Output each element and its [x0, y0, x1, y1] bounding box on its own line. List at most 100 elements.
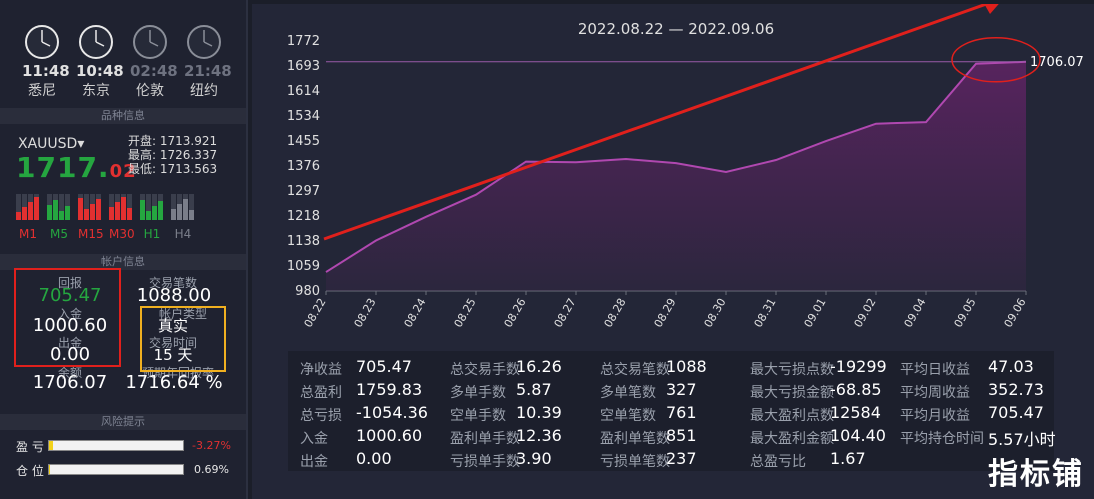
high-label: 最高: [128, 148, 157, 162]
stat-value-wrap: 705.47 [988, 403, 1044, 422]
clock-city: 东京 [82, 83, 110, 99]
stat-value: 10.39 [516, 403, 562, 422]
ohl-block: 开盘: 1713.921 最高: 1726.337 最低: 1713.563 [128, 134, 217, 176]
timeframe-strength-bars: M1 M5 M15 M30 H1 H4 [16, 194, 195, 241]
symbol-selector[interactable]: XAUUSD▾ [18, 136, 84, 152]
stat-value: 705.47 [356, 357, 412, 376]
return-value: 705.47 [38, 285, 102, 306]
stat-key: 最大盈利金额 [750, 431, 834, 447]
stat-value: 705.47 [988, 403, 1044, 422]
stat-key: 最大亏损点数 [750, 362, 834, 378]
strength-bars-icon [16, 194, 39, 220]
stat-key: 平均周收益 [900, 385, 970, 401]
timeframe-label: M5 [50, 227, 68, 241]
timeframe-0[interactable]: M1 [16, 194, 40, 241]
timeframe-label: H1 [143, 227, 161, 241]
stat-value: -19299 [830, 357, 887, 376]
watermark-logo: 指标铺 [988, 457, 1084, 492]
stat-value: 1759.83 [356, 380, 423, 399]
open-value: 1713.921 [159, 134, 218, 148]
stat-key: 盈利单笔数 [600, 431, 670, 447]
pnl-bar-fill [49, 441, 54, 450]
timeframe-1[interactable]: M5 [47, 194, 71, 241]
position-value: 0.69% [194, 463, 229, 476]
stat-value: 12.36 [516, 426, 562, 445]
stat-key: 净收益 [300, 362, 342, 378]
chart-title: 2022.08.22 — 2022.09.06 [578, 20, 774, 38]
x-tick-label: 09.01 [802, 296, 829, 330]
stat-item: 亏损单手数 [450, 451, 520, 471]
stat-value-wrap: 851 [666, 426, 697, 445]
stat-key: 亏损单手数 [450, 454, 520, 470]
symbol-section-title: 品种信息 [0, 108, 246, 124]
stat-value: -1054.36 [356, 403, 428, 422]
y-tick-label: 1534 [287, 109, 320, 124]
y-tick-label: 1297 [287, 184, 320, 199]
series-line [325, 60, 1027, 273]
trade-time-label: 交易时间 [148, 336, 197, 350]
annual-return-value: 1716.64 % [125, 372, 223, 393]
x-tick-label: 08.31 [752, 296, 779, 330]
clock-2: 02:48 伦敦 [130, 24, 178, 100]
clock-face-icon [79, 25, 113, 59]
withdraw-label: 出金 [57, 336, 82, 350]
balance-label: 余额 [57, 366, 82, 380]
timeframe-2[interactable]: M15 [78, 194, 104, 241]
timeframe-3[interactable]: M30 [109, 194, 135, 241]
stat-key: 多单手数 [450, 385, 506, 401]
left-panel: 11:48 悉尼 10:48 东京 02:48 伦敦 21:48 纽约 品种信息 XAUUSD… [0, 0, 248, 499]
clock-face-icon [133, 25, 167, 59]
timeframe-5[interactable]: H4 [171, 194, 195, 241]
dropdown-arrow-icon[interactable]: ▾ [77, 136, 85, 152]
y-tick-label: 1059 [287, 259, 320, 274]
stat-item: 空单手数 [450, 405, 506, 425]
deposit-value: 1000.60 [32, 315, 108, 336]
stat-key: 总亏损 [300, 408, 342, 424]
stat-item: 出金 [300, 451, 328, 471]
stat-key: 出金 [300, 454, 328, 470]
y-tick-label: 1772 [287, 34, 320, 49]
x-tick-label: 08.28 [602, 296, 629, 330]
clock-time: 10:48 [76, 62, 124, 80]
pnl-label: 盈 亏 [16, 440, 44, 454]
clock-time: 21:48 [184, 62, 232, 80]
last-value-label: 1706.07 [1030, 55, 1084, 70]
annual-return-label: 预期年回报率 [141, 366, 214, 380]
price-frac: 02 [109, 161, 137, 182]
stat-value: 1000.60 [356, 426, 423, 445]
stat-value-wrap: 10.39 [516, 403, 562, 422]
balance-value: 1706.07 [32, 372, 108, 393]
equity-chart: 2022.08.22 — 2022.09.06 980 1059 1138 1218 12… [287, 4, 1084, 330]
stat-value: 327 [666, 380, 697, 399]
y-tick-label: 1218 [287, 209, 320, 224]
stat-value: 851 [666, 426, 697, 445]
stats-table: 净收益 705.47 总盈利 1759.83 总亏损 -1054.36 入金 1000.60 出… [288, 351, 1056, 471]
stat-key: 空单手数 [450, 408, 506, 424]
x-tick-label: 09.06 [1002, 296, 1029, 330]
pnl-bar [48, 440, 184, 451]
x-tick-label: 08.29 [652, 296, 679, 330]
y-tick-label: 1376 [287, 159, 320, 174]
clock-face-icon [25, 25, 59, 59]
x-tick-label: 08.27 [552, 296, 579, 330]
y-tick-label: 1614 [287, 84, 320, 99]
return-label: 回报 [57, 276, 82, 290]
clock-3: 21:48 纽约 [184, 24, 232, 100]
highlight-box-red [14, 268, 121, 367]
area-fill [326, 61, 1026, 292]
timeframe-4[interactable]: H1 [140, 194, 164, 241]
stat-item: 盈利单笔数 [600, 428, 670, 448]
stat-value-wrap: 104.40 [830, 426, 886, 445]
highlight-box-yellow [140, 306, 226, 372]
stat-value-wrap: 1759.83 [356, 380, 422, 399]
timeframe-label: H4 [174, 227, 192, 241]
current-price: 1717.02 [16, 151, 137, 184]
stat-value: 1.67 [830, 449, 866, 468]
stat-value-wrap: 16.26 [516, 357, 562, 376]
stat-item: 空单笔数 [600, 405, 656, 425]
stat-value-wrap: 0.00 [356, 449, 392, 468]
stat-value-wrap: 352.73 [988, 380, 1044, 399]
stat-value: 12584 [830, 403, 881, 422]
stat-key: 总盈利 [300, 385, 342, 401]
strength-bars-icon [78, 194, 101, 220]
